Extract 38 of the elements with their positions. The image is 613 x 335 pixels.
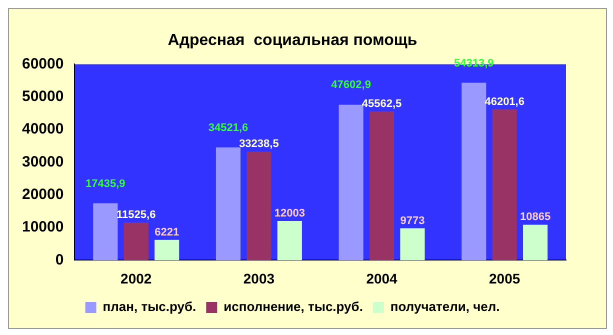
bar bbox=[338, 104, 364, 260]
bar bbox=[93, 203, 118, 260]
data-label: 9773 bbox=[400, 214, 425, 227]
bar bbox=[523, 224, 548, 260]
data-label: 46201,6 bbox=[484, 96, 524, 108]
bar bbox=[400, 228, 425, 260]
x-tick-label: 2004 bbox=[366, 270, 398, 286]
bar bbox=[246, 152, 272, 260]
bar bbox=[277, 220, 302, 260]
x-tick-label: 2002 bbox=[120, 270, 152, 286]
data-label: 33238,5 bbox=[239, 138, 279, 150]
y-tick-label: 10000 bbox=[22, 218, 64, 236]
bar bbox=[154, 240, 180, 260]
data-label: 45562,5 bbox=[362, 98, 402, 110]
data-label: 34521,6 bbox=[208, 122, 248, 134]
legend-label: исполнение, тыс.руб. bbox=[224, 299, 363, 314]
bar bbox=[462, 82, 486, 260]
data-label: 47602,9 bbox=[331, 79, 371, 92]
bar bbox=[124, 222, 148, 260]
data-label: 6221 bbox=[154, 226, 180, 238]
y-tick-label: 50000 bbox=[22, 88, 64, 106]
x-tick-label: 2005 bbox=[489, 270, 520, 286]
bar bbox=[369, 111, 394, 260]
x-tick-label: 2003 bbox=[243, 270, 275, 286]
data-label: 11525,6 bbox=[116, 209, 156, 222]
data-label: 17435,9 bbox=[86, 178, 126, 190]
legend-label: получатели, чел. bbox=[390, 299, 500, 314]
chart-title: Адресная социальная помощь bbox=[168, 32, 418, 50]
data-label: 12003 bbox=[274, 208, 305, 220]
y-tick-label: 30000 bbox=[22, 153, 64, 170]
y-tick-label: 60000 bbox=[22, 55, 64, 72]
bar bbox=[216, 147, 241, 260]
bar bbox=[492, 109, 517, 260]
data-label: 10865 bbox=[520, 211, 551, 224]
y-tick-label: 0 bbox=[55, 251, 64, 268]
y-tick-label: 40000 bbox=[22, 120, 64, 138]
y-tick-label: 20000 bbox=[22, 186, 64, 204]
legend-label: план, тыс.руб. bbox=[102, 299, 196, 314]
